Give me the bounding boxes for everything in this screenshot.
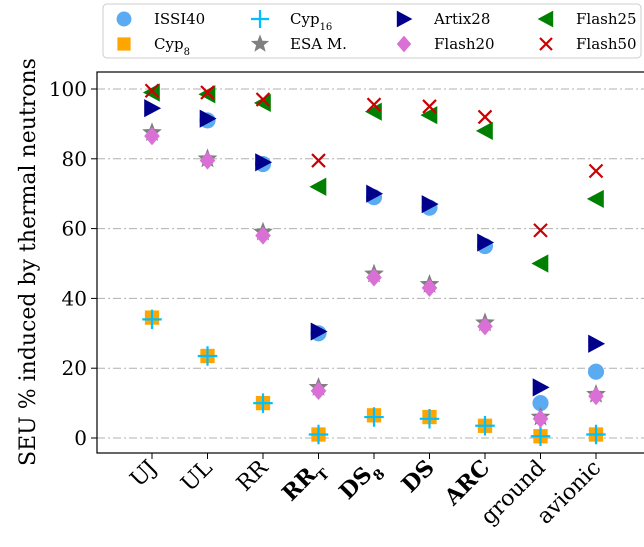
data-point	[475, 416, 495, 436]
x-tick-label: RRT	[277, 454, 333, 510]
data-point	[533, 223, 548, 238]
data-point	[144, 99, 162, 118]
x-tick-label: DS8	[334, 455, 388, 509]
data-points	[142, 83, 606, 447]
legend-label: ESA M.	[290, 35, 347, 53]
data-point	[586, 189, 604, 209]
legend-item: ISSI40	[116, 10, 205, 28]
series-flash20	[144, 127, 604, 428]
data-point	[419, 409, 440, 429]
data-point	[311, 153, 326, 168]
data-point	[366, 97, 382, 112]
y-tick-label: 40	[62, 286, 87, 310]
data-point	[308, 424, 329, 445]
data-point	[531, 254, 549, 273]
data-point	[475, 121, 493, 140]
legend-marker	[251, 10, 269, 28]
data-point	[366, 268, 382, 287]
legend-label: Cyp8	[154, 35, 190, 58]
legend-label: Flash25	[576, 10, 637, 28]
data-point	[588, 163, 604, 179]
data-point	[200, 85, 215, 100]
x-tick-label: DS	[397, 455, 440, 498]
legend-marker	[250, 34, 270, 52]
legend-marker	[539, 37, 553, 51]
data-point	[310, 322, 328, 341]
data-point	[588, 387, 604, 406]
series-flash25	[142, 83, 604, 273]
data-point	[420, 106, 438, 125]
y-tick-label: 60	[62, 217, 87, 241]
data-point	[199, 151, 216, 170]
axes-frame	[96, 71, 644, 454]
data-point	[253, 93, 271, 113]
legend-item: Cyp8	[117, 35, 190, 58]
data-point	[586, 424, 606, 445]
data-point	[477, 317, 493, 336]
data-point	[310, 381, 327, 400]
y-axis-ticks: 0 20 40 60 80 100	[49, 77, 97, 450]
data-point	[422, 99, 437, 114]
data-point	[197, 346, 218, 366]
legend-item: Flash20	[396, 35, 495, 53]
x-tick-label: RR	[232, 455, 274, 497]
data-point	[144, 127, 160, 146]
y-tick-label: 0	[74, 426, 87, 450]
legend-marker	[117, 37, 131, 51]
data-point	[142, 309, 162, 330]
data-point	[532, 378, 550, 397]
data-point	[588, 334, 606, 353]
data-point	[366, 184, 384, 203]
legend-marker	[116, 11, 132, 27]
legend-item: Flash25	[537, 10, 637, 28]
series-artix28	[144, 99, 606, 397]
legend: ISSI40 Cyp8 Cyp16 ESA M. Artix28 Flash20 Flash…	[102, 3, 642, 59]
data-point	[421, 278, 438, 298]
series-flash50	[144, 83, 604, 238]
data-point	[532, 409, 549, 428]
legend-label: Cyp16	[290, 10, 332, 33]
data-point	[253, 393, 273, 413]
legend-item: Flash50	[539, 35, 637, 53]
legend-label: Flash20	[434, 35, 495, 53]
grid-lines	[97, 88, 644, 439]
legend-label: ISSI40	[154, 10, 205, 28]
data-point	[532, 395, 549, 412]
data-point	[255, 92, 271, 107]
data-point	[421, 195, 439, 214]
x-tick-label: UL	[177, 455, 218, 496]
data-point	[199, 109, 217, 128]
data-point	[477, 233, 495, 252]
data-point	[477, 109, 493, 125]
data-point	[255, 153, 273, 172]
data-point	[144, 83, 160, 99]
data-point	[255, 226, 271, 245]
y-tick-label: 100	[49, 77, 87, 101]
data-point	[530, 426, 551, 447]
y-tick-label: 80	[62, 147, 87, 171]
legend-item: Artix28	[396, 10, 490, 28]
data-point	[364, 407, 384, 427]
legend-label: Flash50	[576, 35, 637, 53]
legend-item: ESA M.	[250, 34, 347, 53]
series-cyp16	[142, 309, 606, 447]
y-tick-label: 20	[62, 356, 87, 380]
legend-label: Artix28	[433, 10, 490, 28]
legend-box	[102, 3, 642, 59]
legend-item: Cyp16	[251, 10, 332, 33]
legend-marker	[396, 10, 413, 28]
data-point	[587, 363, 605, 380]
y-axis-label: SEU % induced by thermal neutrons	[16, 58, 41, 466]
x-tick-label: UJ	[126, 456, 163, 493]
legend-marker	[537, 10, 554, 28]
data-point	[309, 177, 327, 196]
legend-marker	[396, 35, 412, 53]
